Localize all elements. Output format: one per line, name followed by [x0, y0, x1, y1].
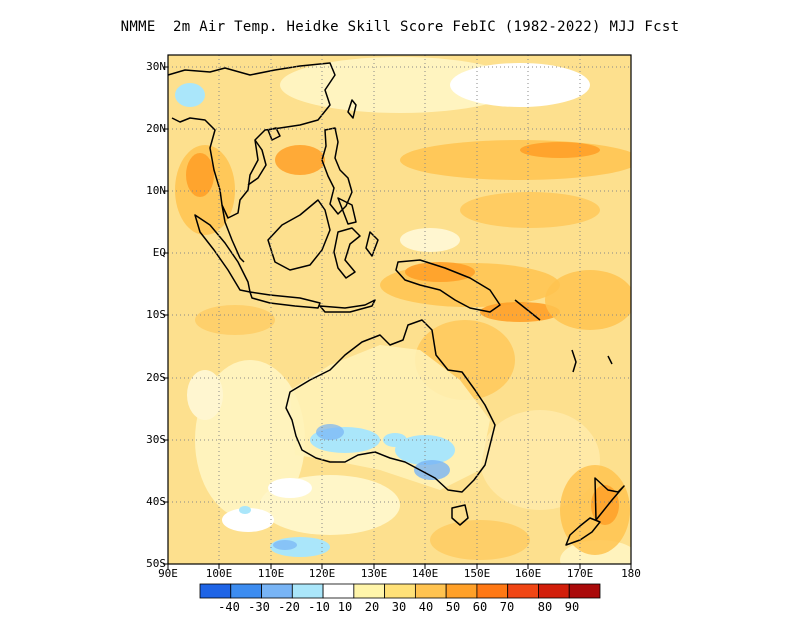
colorbar-label: 60	[472, 600, 488, 614]
colorbar-swatch	[199, 583, 232, 599]
lon-label-140e: 140E	[411, 567, 439, 580]
lon-label-130e: 130E	[360, 567, 388, 580]
colorbar-label: 50	[445, 600, 461, 614]
lat-label-30s: 30S	[146, 433, 166, 446]
lon-label-90e: 90E	[158, 567, 178, 580]
colorbar-label: 20	[364, 600, 380, 614]
coastlines	[167, 62, 625, 546]
graticule	[168, 55, 631, 564]
colorbar-swatch	[230, 583, 262, 599]
skill-field	[168, 55, 631, 564]
colorbar-label: -10	[308, 600, 330, 614]
map-frame	[167, 54, 632, 565]
lon-label-160e: 160E	[514, 567, 542, 580]
map-title: NMME 2m Air Temp. Heidke Skill Score Feb…	[120, 19, 680, 35]
tick-marks	[163, 66, 632, 569]
lat-label-10s: 10S	[146, 308, 166, 321]
lon-label-150e: 150E	[463, 567, 491, 580]
colorbar-swatch	[445, 583, 478, 599]
lat-label-40s: 40S	[146, 495, 166, 508]
lat-label-50s: 50S	[146, 557, 166, 570]
colorbar-label: 90	[564, 600, 580, 614]
colorbar-swatch	[476, 583, 509, 599]
colorbar-swatch	[291, 583, 324, 599]
colorbar-swatch	[568, 583, 601, 599]
lat-label-20s: 20S	[146, 371, 166, 384]
lon-label-180: 180	[621, 567, 641, 580]
lat-label-10n: 10N	[146, 184, 166, 197]
colorbar-swatch	[538, 583, 570, 599]
lon-label-120e: 120E	[308, 567, 336, 580]
colorbar-label: 40	[418, 600, 434, 614]
lat-label-20n: 20N	[146, 122, 166, 135]
colorbar-swatch	[261, 583, 293, 599]
colorbar-label: 30	[391, 600, 407, 614]
colorbar-label: -20	[278, 600, 300, 614]
colorbar-swatch	[322, 583, 355, 599]
colorbar-label: 10	[337, 600, 353, 614]
lon-label-100e: 100E	[205, 567, 233, 580]
colorbar-swatch	[353, 583, 386, 599]
colorbar-label: -30	[248, 600, 270, 614]
colorbar-swatch	[384, 583, 416, 599]
lat-label-30n: 30N	[146, 60, 166, 73]
colorbar-label: 70	[499, 600, 515, 614]
lat-label-eq: EQ	[152, 246, 166, 259]
colorbar	[199, 583, 601, 599]
colorbar-swatch	[414, 583, 447, 599]
colorbar-label: -40	[218, 600, 240, 614]
lon-label-110e: 110E	[257, 567, 285, 580]
colorbar-swatch	[507, 583, 539, 599]
lon-label-170e: 170E	[566, 567, 594, 580]
colorbar-label: 80	[537, 600, 553, 614]
